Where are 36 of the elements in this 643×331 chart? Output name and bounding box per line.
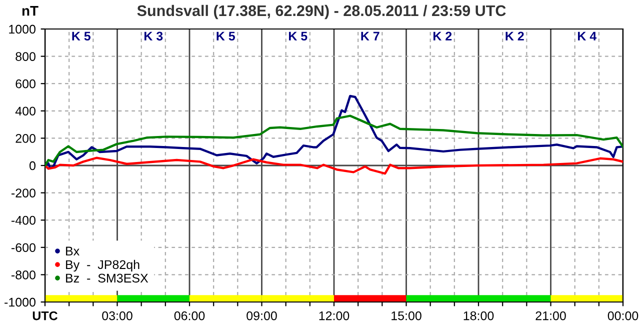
y-tick-label: -600	[12, 243, 36, 252]
y-tick-label: -800	[12, 270, 36, 280]
line-series	[45, 94, 623, 170]
x-tick-label: 00:00	[608, 311, 638, 320]
annotation: K 2	[506, 32, 524, 40]
x-tick-label: 09:00	[246, 311, 277, 320]
y-tick-label: 800	[16, 52, 36, 61]
x-tick-label: 03:00	[102, 311, 132, 320]
y-tick-label: 600	[16, 79, 36, 88]
legend-label: Bz - SM3ESX	[66, 274, 148, 283]
legend-label: By - JP82qh	[66, 260, 140, 272]
y-axis-title: nT	[22, 6, 38, 16]
annotation: K 3	[144, 32, 163, 41]
x-tick-label: 06:00	[174, 311, 205, 320]
annotation: K 5	[72, 32, 91, 41]
annotation: K 5	[216, 32, 236, 41]
y-tick-label: 0	[30, 161, 36, 170]
x-tick-label: 12:00	[319, 311, 350, 320]
annotation: K 4	[578, 32, 597, 40]
annotation: K 7	[361, 32, 380, 40]
x-tick-label: UTC	[32, 311, 58, 320]
annotation: K 2	[433, 32, 452, 40]
x-tick-label: 15:00	[392, 311, 422, 320]
legend-label: Bx	[66, 246, 80, 256]
line-series	[45, 114, 623, 167]
x-tick-label: 21:00	[536, 311, 566, 320]
line-series	[45, 156, 623, 175]
y-tick-label: -200	[12, 188, 36, 198]
x-tick-label: 18:00	[464, 311, 494, 320]
y-tick-label: 1000	[9, 24, 36, 34]
annotation: K 5	[288, 32, 308, 41]
y-tick-label: 200	[16, 134, 36, 143]
chart-title: Sundsvall (17.38E, 62.29N) - 28.05.2011 / 23:59 UTC	[137, 4, 506, 20]
y-tick-label: -400	[12, 216, 36, 225]
y-tick-label: 400	[15, 106, 36, 116]
y-tick-label: -1000	[4, 298, 36, 307]
